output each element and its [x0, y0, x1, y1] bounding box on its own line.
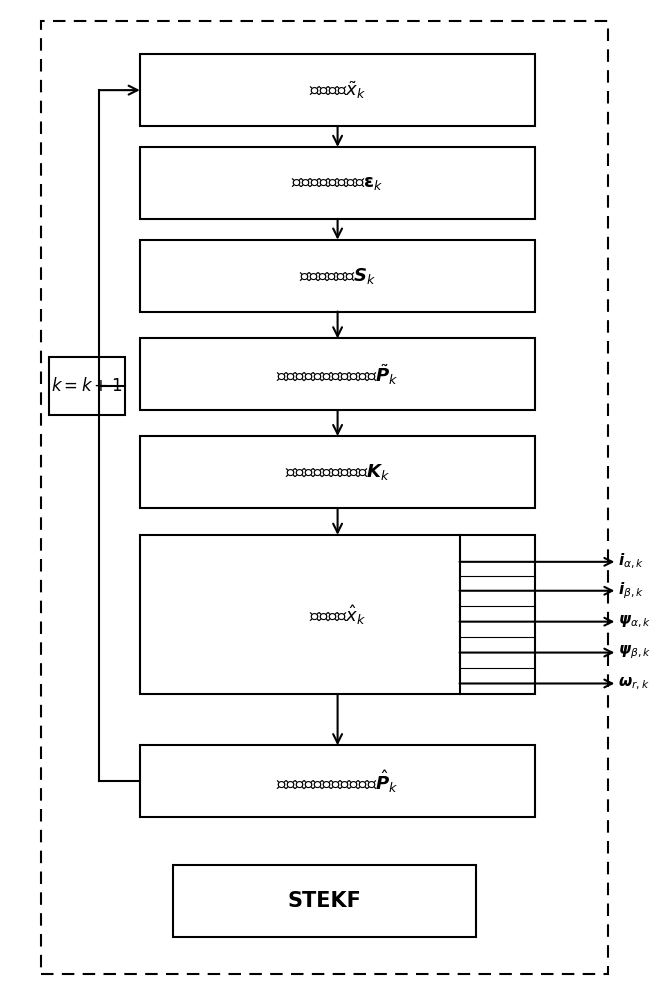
Text: $k=k+1$: $k=k+1$: [51, 377, 122, 395]
Bar: [140, 147, 536, 219]
Text: 计算渐消因子$\boldsymbol{S}_k$: 计算渐消因子$\boldsymbol{S}_k$: [299, 266, 376, 286]
Text: 计算预测误差协方差矩阵$\tilde{\boldsymbol{P}}_k$: 计算预测误差协方差矩阵$\tilde{\boldsymbol{P}}_k$: [276, 362, 399, 387]
Text: $\boldsymbol{\psi}_{\beta,k}$: $\boldsymbol{\psi}_{\beta,k}$: [618, 644, 651, 661]
Bar: [140, 535, 536, 694]
Bar: [173, 865, 476, 937]
Text: 状态估计$\hat{x}_k$: 状态估计$\hat{x}_k$: [309, 603, 366, 627]
Text: STEKF: STEKF: [287, 891, 361, 911]
Text: $\boldsymbol{\psi}_{\alpha,k}$: $\boldsymbol{\psi}_{\alpha,k}$: [618, 614, 651, 630]
Bar: [140, 338, 536, 410]
Bar: [140, 240, 536, 312]
Text: 计算估计误差协方差矩阵$\hat{\boldsymbol{P}}_k$: 计算估计误差协方差矩阵$\hat{\boldsymbol{P}}_k$: [276, 768, 399, 795]
Bar: [41, 21, 608, 974]
Bar: [49, 357, 124, 415]
Text: 计算卡尔曼滤波增益$\boldsymbol{K}_k$: 计算卡尔曼滤波增益$\boldsymbol{K}_k$: [285, 462, 390, 482]
Text: 计算输出残差序列$\boldsymbol{\varepsilon}_k$: 计算输出残差序列$\boldsymbol{\varepsilon}_k$: [291, 174, 384, 192]
Text: $\boldsymbol{i}_{\beta,k}$: $\boldsymbol{i}_{\beta,k}$: [618, 580, 644, 601]
Bar: [140, 745, 536, 817]
Bar: [140, 436, 536, 508]
Text: 状态预测$\tilde{x}_k$: 状态预测$\tilde{x}_k$: [309, 79, 366, 101]
Text: $\boldsymbol{\omega}_{r,k}$: $\boldsymbol{\omega}_{r,k}$: [618, 675, 649, 692]
Text: $\boldsymbol{i}_{\alpha,k}$: $\boldsymbol{i}_{\alpha,k}$: [618, 552, 644, 571]
Bar: [140, 54, 536, 126]
